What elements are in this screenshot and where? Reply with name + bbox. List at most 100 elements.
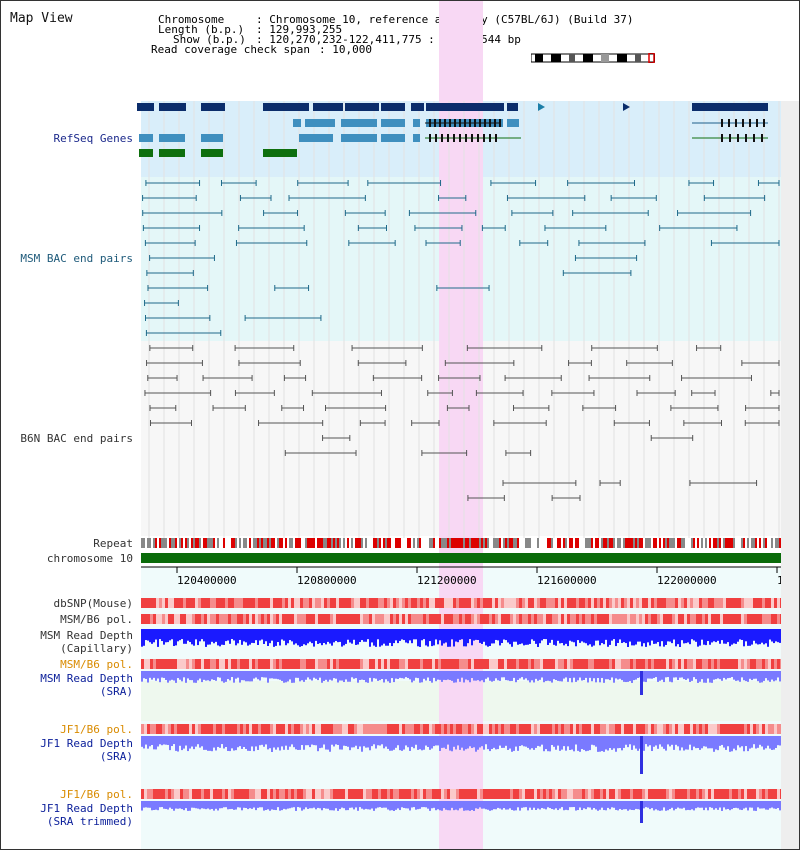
depth-bar	[475, 801, 477, 809]
heat-cell	[495, 614, 498, 624]
depth-bar	[741, 736, 743, 747]
heat-cell	[276, 598, 279, 608]
depth-bar	[517, 629, 519, 645]
depth-bar	[663, 736, 665, 749]
depth-bar	[595, 736, 597, 747]
depth-bar	[175, 736, 177, 751]
depth-bar	[455, 629, 457, 642]
repeat-feature	[719, 538, 721, 548]
depth-bar	[179, 801, 181, 809]
depth-bar	[271, 736, 273, 752]
gene-exon	[435, 134, 437, 142]
heat-cell	[639, 789, 642, 799]
repeat-feature	[547, 538, 549, 548]
heat-cell	[708, 659, 711, 669]
heat-cell	[657, 724, 660, 734]
depth-bar	[601, 801, 603, 808]
heat-cell	[609, 659, 612, 669]
depth-bar	[495, 736, 497, 750]
heat-cell	[441, 598, 444, 608]
depth-bar	[463, 671, 465, 683]
depth-bar	[151, 736, 153, 745]
repeat-feature	[395, 538, 397, 548]
depth-bar	[219, 801, 221, 809]
heat-cell	[390, 659, 393, 669]
heat-cell	[279, 789, 282, 799]
depth-bar	[327, 801, 329, 809]
depth-bar	[395, 801, 397, 810]
heat-cell	[261, 724, 264, 734]
depth-bar	[415, 801, 417, 810]
depth-bar	[647, 671, 649, 679]
selection-highlight[interactable]	[439, 1, 483, 849]
repeat-feature	[281, 538, 283, 548]
heat-cell	[543, 598, 546, 608]
depth-bar	[343, 736, 345, 746]
depth-bar	[359, 629, 361, 643]
depth-bar	[747, 801, 749, 811]
repeat-feature	[323, 538, 325, 548]
depth-bar	[673, 736, 675, 750]
depth-bar	[185, 736, 187, 746]
repeat-feature	[173, 538, 175, 548]
heat-cell	[201, 724, 204, 734]
depth-bar	[501, 736, 503, 748]
heat-cell	[327, 659, 330, 669]
depth-bar	[509, 801, 511, 809]
repeat-feature	[349, 538, 351, 548]
heat-cell	[438, 789, 441, 799]
heat-cell	[213, 724, 216, 734]
depth-bar	[439, 671, 441, 680]
heat-cell	[588, 614, 591, 624]
heat-cell	[282, 614, 285, 624]
heat-cell	[516, 724, 519, 734]
repeat-feature	[583, 538, 585, 548]
repeat-feature	[167, 538, 169, 548]
depth-bar	[527, 629, 529, 645]
heat-cell	[522, 659, 525, 669]
heat-cell	[564, 614, 567, 624]
heat-cell	[615, 659, 618, 669]
repeat-feature	[155, 538, 157, 548]
heat-cell	[159, 724, 162, 734]
repeat-feature	[483, 538, 485, 548]
heat-cell	[573, 614, 576, 624]
depth-bar	[633, 629, 635, 646]
heat-cell	[435, 789, 438, 799]
depth-bar	[645, 736, 647, 745]
heat-cell	[276, 659, 279, 669]
heat-cell	[618, 614, 621, 624]
depth-bar	[231, 671, 233, 678]
repeat-feature	[389, 538, 391, 548]
repeat-feature	[165, 538, 167, 548]
heat-cell	[444, 614, 447, 624]
heat-cell	[708, 789, 711, 799]
depth-bar	[517, 736, 519, 751]
repeat-feature	[279, 538, 281, 548]
repeat-feature	[621, 538, 623, 548]
heat-cell	[513, 789, 516, 799]
depth-bar	[307, 629, 309, 644]
heat-cell	[300, 789, 303, 799]
depth-bar	[333, 736, 335, 747]
depth-bar	[441, 629, 443, 646]
heat-cell	[423, 598, 426, 608]
depth-bar	[549, 801, 551, 809]
heat-cell	[165, 789, 168, 799]
depth-bar	[477, 801, 479, 809]
chromosome-ideogram[interactable]	[531, 53, 655, 63]
depth-bar	[253, 671, 255, 679]
depth-bar	[737, 671, 739, 681]
depth-bar	[725, 801, 727, 810]
depth-bar	[541, 801, 543, 808]
depth-bar	[641, 629, 643, 647]
heat-cell	[348, 659, 351, 669]
heat-cell	[597, 614, 600, 624]
depth-bar	[661, 801, 663, 811]
depth-bar	[169, 671, 171, 681]
depth-bar	[193, 629, 195, 646]
heat-cell	[315, 614, 318, 624]
depth-bar	[387, 671, 389, 682]
depth-bar	[285, 671, 287, 683]
